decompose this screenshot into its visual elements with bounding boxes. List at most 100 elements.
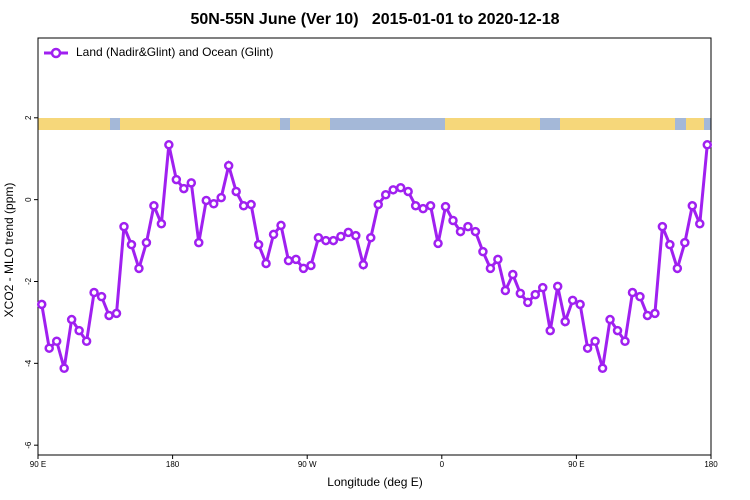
data-point	[156, 219, 167, 229]
data-point	[104, 310, 114, 321]
data-point	[366, 232, 376, 243]
data-point	[425, 201, 436, 211]
data-point	[455, 226, 466, 237]
data-point	[261, 258, 271, 269]
data-line	[40, 144, 709, 369]
x-tick-label: 90 E	[30, 460, 46, 469]
data-point	[380, 189, 391, 200]
data-point	[545, 325, 555, 336]
data-point	[500, 285, 511, 296]
data-point	[141, 237, 152, 248]
data-point	[149, 201, 159, 211]
data-point	[358, 259, 369, 270]
data-point	[552, 281, 563, 292]
data-point	[343, 227, 354, 238]
data-point	[321, 235, 331, 246]
data-point	[687, 201, 698, 211]
legend-marker	[50, 47, 62, 59]
data-point	[81, 336, 92, 346]
data-point	[96, 291, 107, 302]
data-point	[291, 254, 301, 265]
data-point	[650, 308, 660, 319]
data-point	[597, 363, 608, 373]
data-point	[283, 255, 294, 266]
data-point	[298, 263, 309, 274]
data-point	[508, 269, 518, 280]
data-point	[635, 291, 645, 302]
data-point	[179, 183, 189, 194]
data-point	[111, 308, 122, 319]
data-point	[336, 231, 346, 242]
data-point	[51, 336, 62, 346]
y-tick-label: 2	[24, 115, 33, 120]
data-point	[642, 310, 653, 321]
y-tick-label: -6	[24, 441, 33, 449]
data-point	[470, 226, 481, 237]
data-point	[201, 195, 211, 206]
data-point	[403, 186, 413, 197]
data-point	[493, 254, 503, 265]
data-point	[231, 186, 241, 197]
plot-frame	[37, 37, 712, 456]
data-point	[627, 287, 638, 298]
data-point	[268, 229, 279, 240]
data-point	[164, 140, 174, 150]
data-point	[463, 221, 473, 232]
data-point	[351, 230, 361, 241]
data-point	[134, 263, 144, 274]
land-ocean-band	[38, 118, 711, 130]
data-point	[126, 239, 137, 250]
data-point	[433, 238, 443, 249]
data-point	[590, 336, 600, 346]
x-tick-label: 0	[440, 460, 445, 469]
data-point	[373, 199, 383, 210]
x-tick-label: 180	[166, 460, 180, 469]
data-point	[515, 288, 526, 299]
y-tick-label: 0	[24, 197, 33, 202]
y-axis-label: XCO2 - MLO trend (ppm)	[2, 183, 16, 318]
data-point	[388, 185, 398, 195]
data-point	[223, 160, 234, 171]
chart-title: 50N-55N June (Ver 10) 2015-01-01 to 2020…	[190, 11, 559, 28]
data-point	[620, 336, 630, 346]
data-point	[246, 199, 256, 210]
data-point	[208, 198, 219, 209]
data-point	[680, 237, 690, 248]
data-point	[538, 282, 548, 293]
data-point	[59, 363, 69, 373]
data-point	[665, 239, 675, 250]
data-point	[605, 314, 615, 325]
data-point	[657, 221, 668, 232]
x-tick-label: 180	[704, 460, 718, 469]
data-point	[313, 232, 324, 243]
data-point	[418, 203, 428, 214]
data-point	[672, 263, 683, 274]
data-point	[66, 314, 77, 325]
data-point	[560, 316, 570, 327]
data-point	[478, 246, 488, 257]
data-point	[194, 237, 204, 248]
data-point	[440, 201, 451, 212]
y-tick-label: -4	[24, 359, 33, 367]
data-point	[448, 215, 458, 226]
data-point	[582, 343, 593, 353]
data-point	[119, 221, 129, 232]
data-point	[89, 287, 99, 298]
data-point	[44, 343, 54, 353]
data-point	[276, 220, 286, 231]
data-point	[612, 325, 623, 336]
data-point	[523, 297, 533, 308]
data-point	[395, 183, 406, 193]
data-point	[695, 219, 705, 229]
data-point	[485, 263, 496, 274]
data-point	[36, 299, 47, 310]
y-tick-label: -2	[24, 277, 33, 285]
data-point	[253, 239, 264, 250]
data-point	[530, 289, 541, 300]
data-point	[410, 201, 421, 211]
data-point	[328, 235, 339, 246]
legend-label: Land (Nadir&Glint) and Ocean (Glint)	[76, 45, 273, 59]
x-axis-label: Longitude (deg E)	[327, 475, 422, 489]
data-point	[306, 260, 316, 271]
